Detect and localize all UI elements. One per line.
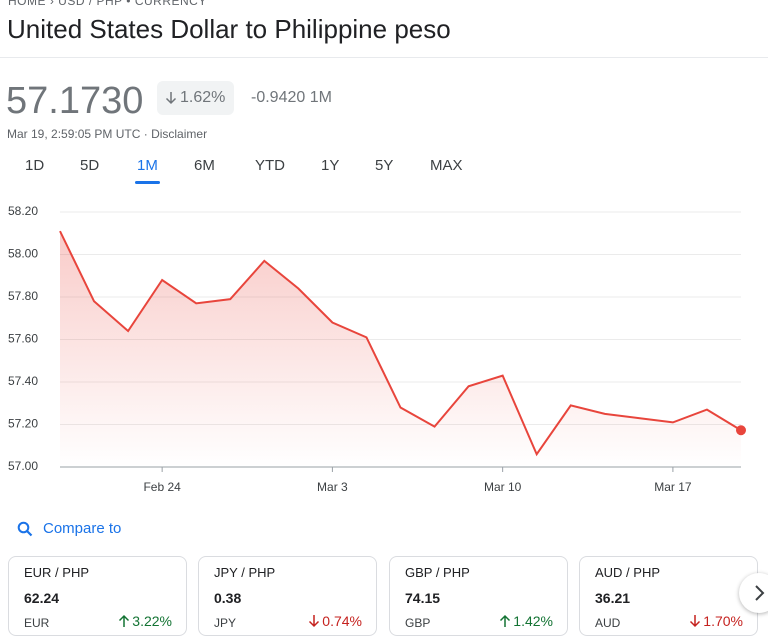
arrow-icon [309,615,320,628]
timestamp: Mar 19, 2:59:05 PM UTC [7,127,141,141]
card-value: 36.21 [595,590,631,606]
card-change: 1.70% [689,613,743,629]
arrow-icon [690,615,701,628]
card-pair: GBP / PHP [405,565,470,580]
last-point [736,425,746,436]
card-value: 62.24 [24,590,60,606]
compare-button[interactable]: Compare to [17,520,121,537]
area [60,231,741,467]
breadcrumb: HOME › USD / PHP • CURRENCY [8,0,207,8]
timestamp-line: Mar 19, 2:59:05 PM UTC · Disclaimer [7,127,208,141]
chevron-icon [755,585,765,601]
y-tick-label: 57.20 [8,417,38,431]
arrow [309,615,320,628]
line [59,230,742,457]
page-title: United States Dollar to Philippine peso [7,14,451,44]
card-value: 0.38 [214,590,242,606]
range-tab[interactable]: 1Y [321,157,340,174]
next-button[interactable] [739,573,768,613]
y-tick-label: 58.20 [8,204,38,218]
card-change: 1.42% [499,613,553,629]
arrow [119,614,130,627]
compare-card[interactable]: JPY / PHP 0.38 JPY 0.74% [198,556,377,636]
breadcrumb-home[interactable]: HOME [8,0,46,8]
search-icon [17,521,33,536]
price: 57.1730 [6,80,144,122]
divider [0,57,768,58]
card-change-percent: 1.70% [703,613,743,629]
x-tick-label: Mar 17 [654,480,692,494]
arrow-icon [119,614,130,627]
card-change-percent: 1.42% [513,613,553,629]
change-percent: 1.62% [180,89,226,106]
y-tick-label: 57.60 [8,332,38,346]
card-value: 74.15 [405,590,441,606]
disclaimer[interactable]: Disclaimer [151,127,208,141]
x-tick-label: Mar 3 [317,480,348,494]
arrow-icon [500,614,511,627]
x-tick-label: Feb 24 [143,480,181,494]
range-tab[interactable]: 5D [80,157,100,174]
chart: 57.00 57.20 57.40 57.60 57.80 58.00 58.20 Feb 2… [8,204,746,494]
compare-card[interactable]: GBP / PHP 74.15 GBP 1.42% [389,556,568,636]
card-code: JPY [214,616,237,630]
card-change: 0.74% [308,613,362,629]
card-pair: AUD / PHP [595,565,661,580]
compare-card[interactable]: EUR / PHP 62.24 EUR 3.22% [8,556,187,636]
change-period: 1M [309,89,332,106]
x-tick-label: Mar 10 [484,480,522,494]
range-tab[interactable]: 6M [194,157,215,174]
card-code: GBP [405,616,431,630]
card-change-percent: 3.22% [132,613,172,629]
card-change: 3.22% [118,613,172,629]
range-tab[interactable]: 5Y [375,157,394,174]
y-tick-label: 57.00 [8,459,38,473]
range-tab[interactable]: 1D [25,157,45,174]
y-tick-label: 57.40 [8,374,38,388]
card-code: AUD [595,616,621,630]
breadcrumb-kind: CURRENCY [134,0,207,8]
range-tab[interactable]: 1M [135,157,160,184]
down-arrow-icon [165,92,177,105]
change-badge: 1.62% [157,81,235,115]
card-pair: EUR / PHP [24,565,90,580]
arrow [690,615,701,628]
change: -0.9420 1M [251,89,332,107]
compare-label: Compare to [43,520,122,537]
arrow [500,614,511,627]
card-pair: JPY / PHP [214,565,276,580]
breadcrumb-pair: USD / PHP [58,0,123,8]
compare-card[interactable]: AUD / PHP 36.21 AUD 1.70% [579,556,758,636]
range-tab[interactable]: YTD [255,157,285,174]
card-change-percent: 0.74% [322,613,362,629]
y-tick-label: 58.00 [8,247,38,261]
card-code: EUR [24,616,50,630]
y-tick-label: 57.80 [8,289,38,303]
change-value: -0.9420 [251,89,306,106]
range-tab[interactable]: MAX [430,157,463,174]
